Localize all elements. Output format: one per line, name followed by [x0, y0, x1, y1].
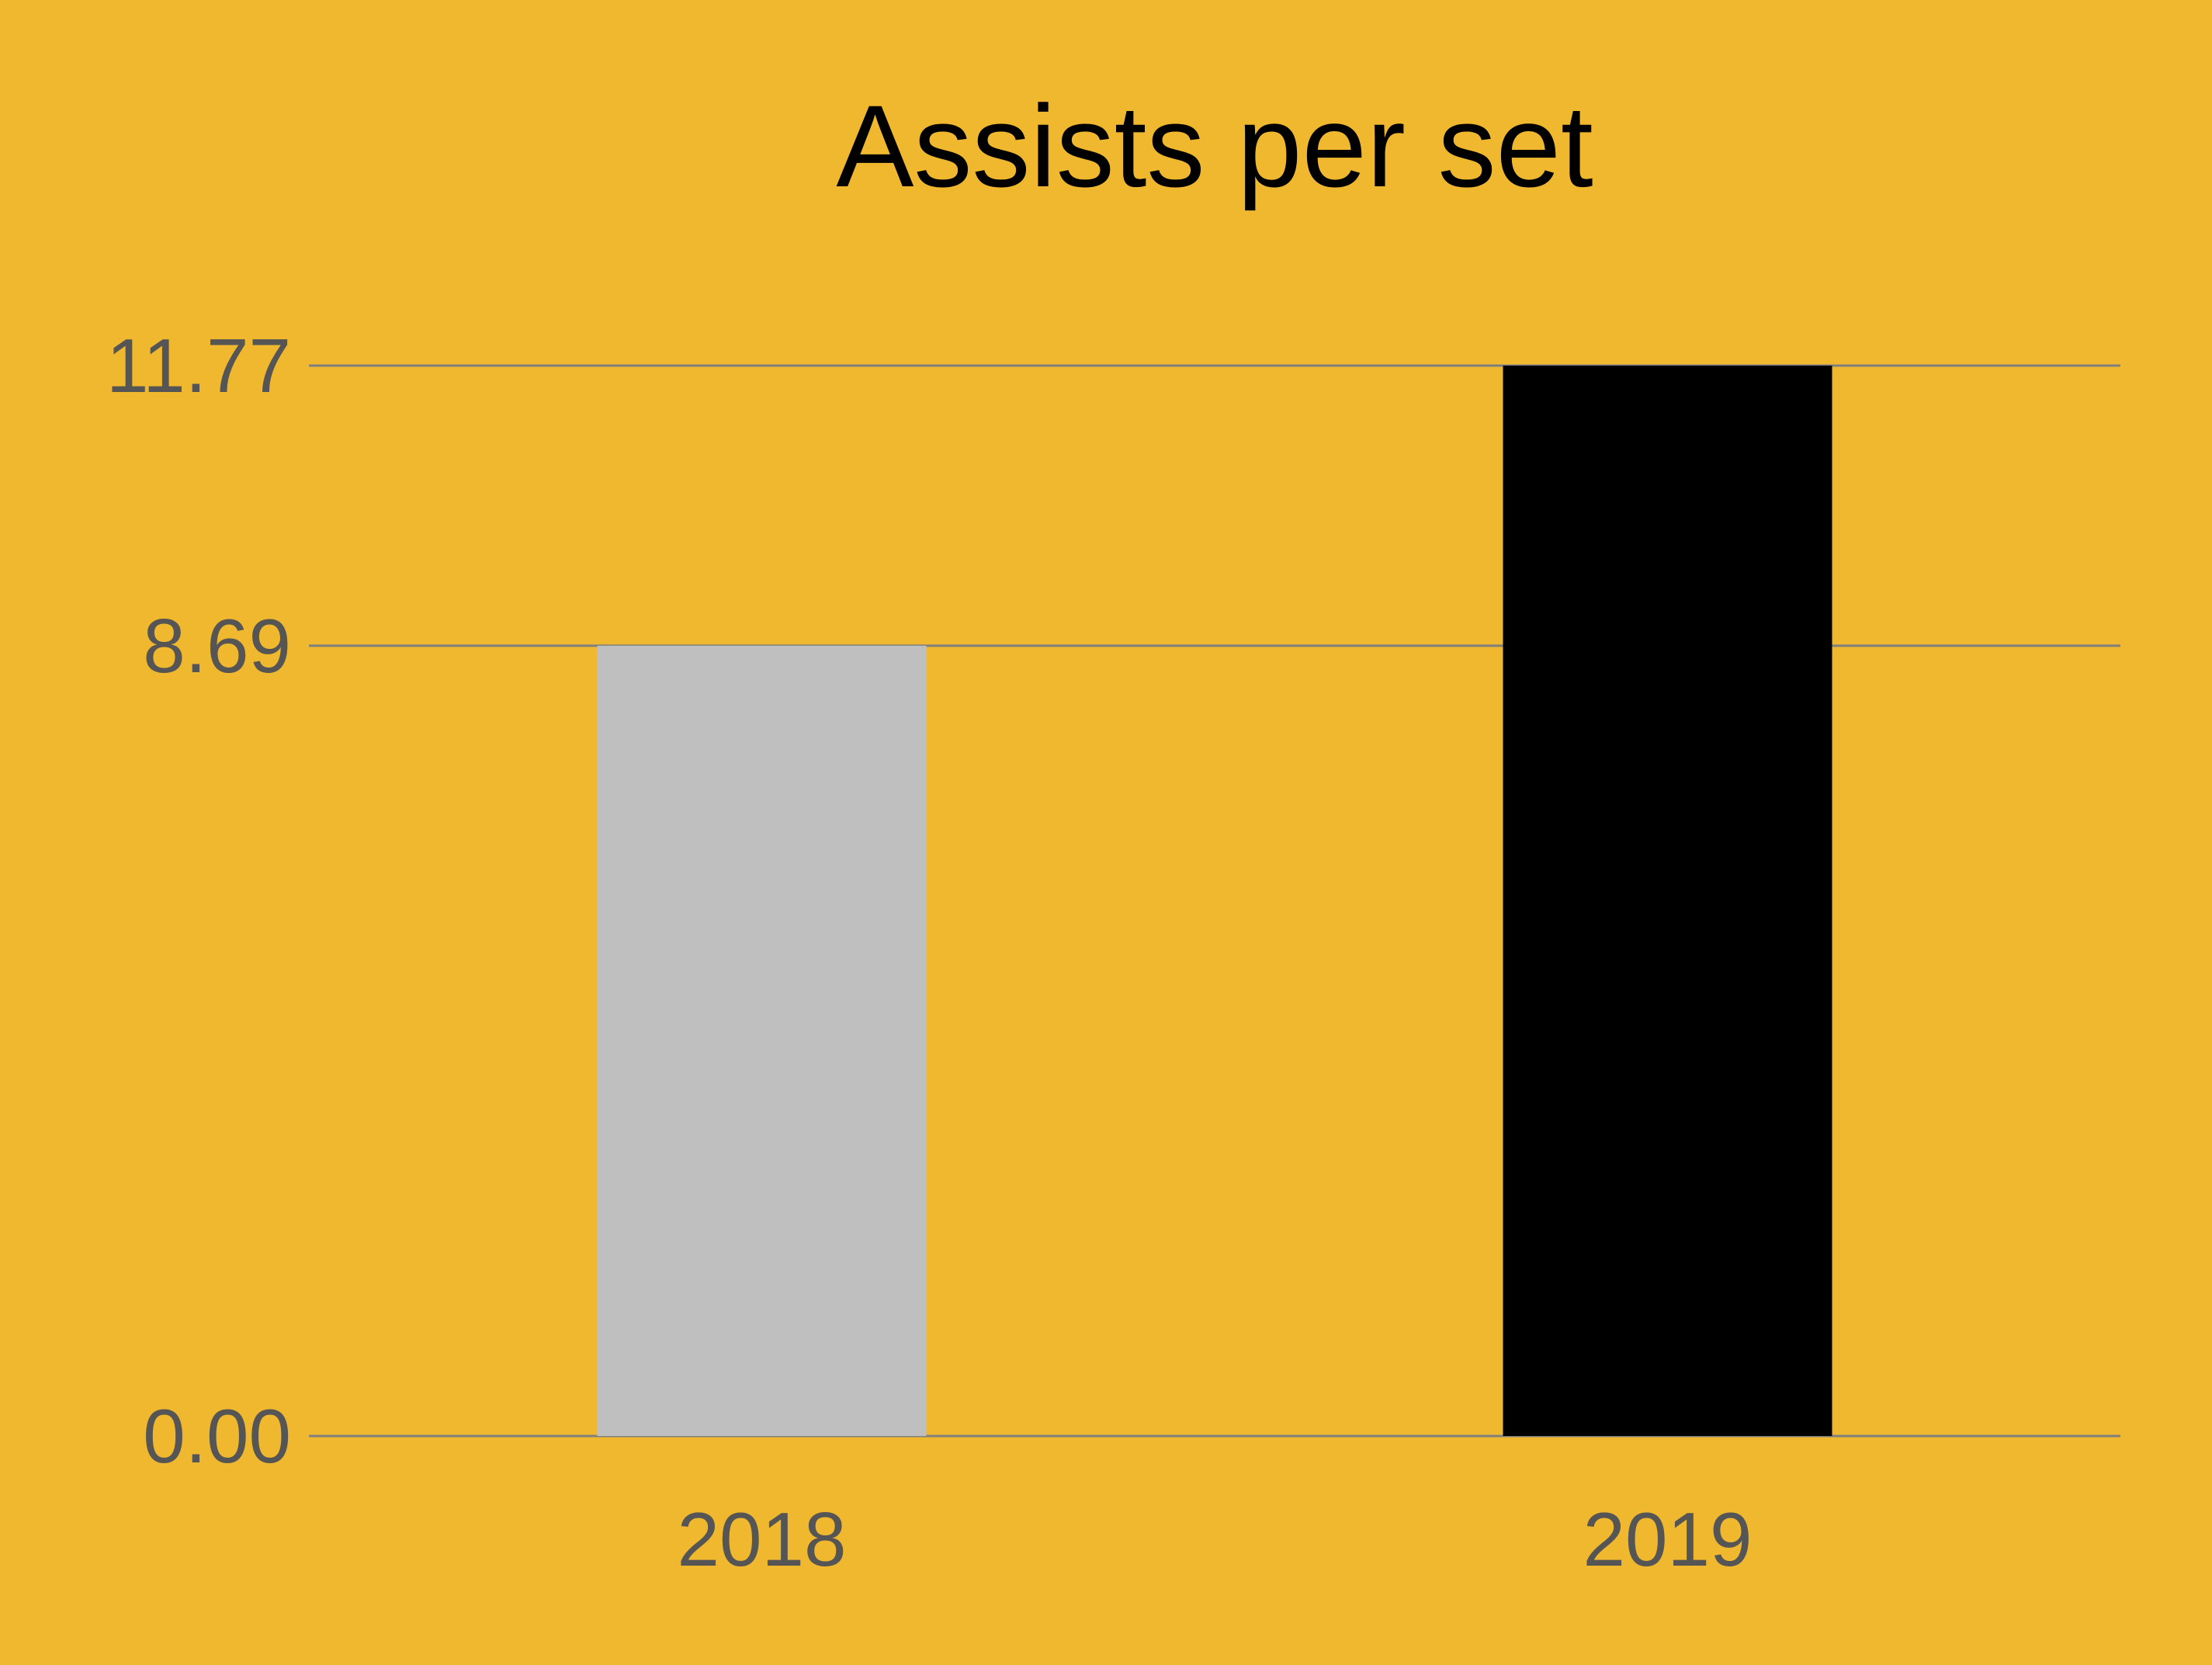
- bar-2018: [597, 645, 927, 1436]
- chart-title: Assists per set: [836, 81, 1593, 211]
- x-tick-label: 2018: [677, 1497, 846, 1582]
- y-tick-label: 0.00: [143, 1393, 291, 1479]
- y-tick-label: 8.69: [143, 603, 291, 689]
- x-tick-label: 2019: [1583, 1497, 1752, 1582]
- bars: [597, 366, 1832, 1436]
- y-tick-label: 11.77: [106, 323, 291, 408]
- y-axis-tick-labels: 0.00 8.69 11.77: [106, 323, 291, 1479]
- x-axis-tick-labels: 2018 2019: [677, 1497, 1752, 1582]
- bar-2019: [1503, 366, 1832, 1436]
